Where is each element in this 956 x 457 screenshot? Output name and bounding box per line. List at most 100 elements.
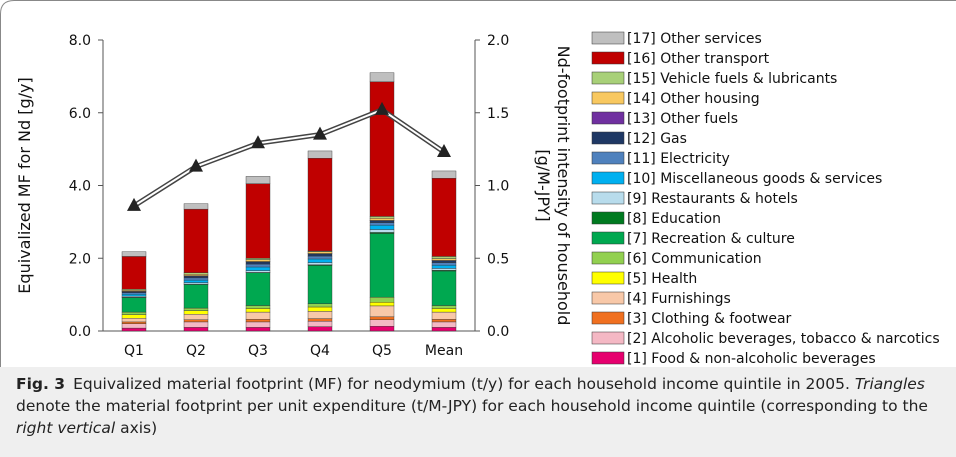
bar-segment [183, 310, 209, 315]
bar-segment [245, 311, 271, 320]
bar-segment [431, 262, 457, 266]
triangle-marker [251, 135, 265, 149]
y-tick-label: 0.0 [69, 324, 91, 340]
bar-segment [369, 72, 395, 83]
bar-segment [307, 306, 333, 312]
bar-segment [369, 319, 395, 327]
bar-segment [307, 311, 333, 319]
bar-segment [245, 261, 271, 265]
bar-segment [245, 266, 271, 271]
bar-segment [245, 258, 271, 260]
bar-segment [431, 327, 457, 332]
bar-segment [431, 258, 457, 261]
bar-segment [307, 158, 333, 252]
bar-segment [369, 216, 395, 219]
legend-swatch [591, 291, 625, 305]
x-tick-label: Q3 [248, 343, 268, 359]
bar-segment [121, 292, 147, 295]
legend-label: [4] Furnishings [627, 291, 731, 307]
bar-segment [431, 321, 457, 328]
y-tick-label: 8.0 [69, 33, 91, 49]
bar-segment [369, 220, 395, 223]
bar-segment [245, 270, 271, 273]
bar-segment [121, 321, 147, 324]
bar-segment [369, 302, 395, 307]
bar-segment [245, 305, 271, 309]
y2-tick-label: 1.0 [487, 179, 509, 195]
bar-segment [121, 327, 147, 332]
bar-segment [431, 270, 457, 306]
bar-segment [183, 274, 209, 276]
y2-tick-label: 1.5 [487, 106, 509, 122]
bar-segment [183, 275, 209, 279]
bar-segment [369, 316, 395, 320]
triangle-marker [375, 101, 389, 115]
bar-segment [307, 150, 333, 159]
y2-axis-label: Nd-footprint intensity of household [554, 46, 573, 326]
legend-label: [6] Communication [627, 251, 762, 267]
bar-segment [431, 260, 457, 263]
legend-label: [13] Other fuels [627, 111, 738, 127]
caption-label: Fig. 3 [16, 375, 66, 393]
bar-segment [369, 326, 395, 332]
y2-tick-label: 0.0 [487, 324, 509, 340]
bar-segment [183, 279, 209, 283]
legend-swatch [591, 351, 625, 365]
bar-segment [183, 284, 209, 309]
bar-segment [431, 319, 457, 323]
line-inner [133, 108, 445, 207]
bar-segment [121, 318, 147, 323]
legend-swatch [591, 71, 625, 85]
bar-segment [121, 297, 147, 313]
bar-segment [431, 308, 457, 313]
bar-segment [307, 326, 333, 332]
caption: Fig. 3 Equivalized material footprint (MF… [0, 367, 956, 457]
legend-label: [1] Food & non-alcoholic beverages [627, 351, 876, 367]
y-tick-label: 4.0 [69, 179, 91, 195]
legend-label: [3] Clothing & footwear [627, 311, 792, 327]
triangle-marker [127, 197, 141, 211]
legend-label: [11] Electricity [627, 151, 730, 167]
bar-segment [183, 203, 209, 210]
triangle-marker [189, 158, 203, 172]
caption-text: Triangles [854, 375, 925, 393]
bar-segment [183, 277, 209, 281]
bar-segment [245, 259, 271, 262]
legend-label: [12] Gas [627, 131, 687, 147]
bar-segment [245, 183, 271, 259]
bar-segment [183, 327, 209, 332]
caption-text: axis) [115, 419, 158, 437]
bar-segment [369, 233, 395, 298]
legend-swatch [591, 171, 625, 185]
legend-swatch [591, 231, 625, 245]
bar-segment [307, 318, 333, 322]
bar-segment [431, 268, 457, 271]
bar-segment [121, 314, 147, 319]
bar-segment [431, 264, 457, 269]
x-tick-label: Q5 [372, 343, 392, 359]
legend-label: [15] Vehicle fuels & lubricants [627, 71, 837, 87]
bar-segment [307, 258, 333, 263]
bar-segment [369, 224, 395, 230]
bar-segment [245, 176, 271, 184]
bar-segment [121, 251, 147, 257]
bar-segment [431, 256, 457, 259]
bar-segment [245, 263, 271, 268]
legend-label: [5] Health [627, 271, 697, 287]
bar-segment [183, 272, 209, 275]
bar-segment [121, 256, 147, 290]
legend-label: [8] Education [627, 211, 721, 227]
legend-label: [14] Other housing [627, 91, 760, 107]
bar-segment [431, 170, 457, 179]
bar-segment [183, 208, 209, 274]
x-tick-label: Q4 [310, 343, 330, 359]
bar-segment [121, 323, 147, 329]
bar-segment [245, 327, 271, 332]
bar-segment [183, 319, 209, 323]
legend-label: [17] Other services [627, 31, 762, 47]
caption-text: right vertical [16, 419, 116, 437]
bar-segment [183, 314, 209, 320]
bar-segment [245, 308, 271, 313]
bar-segment [369, 229, 395, 233]
